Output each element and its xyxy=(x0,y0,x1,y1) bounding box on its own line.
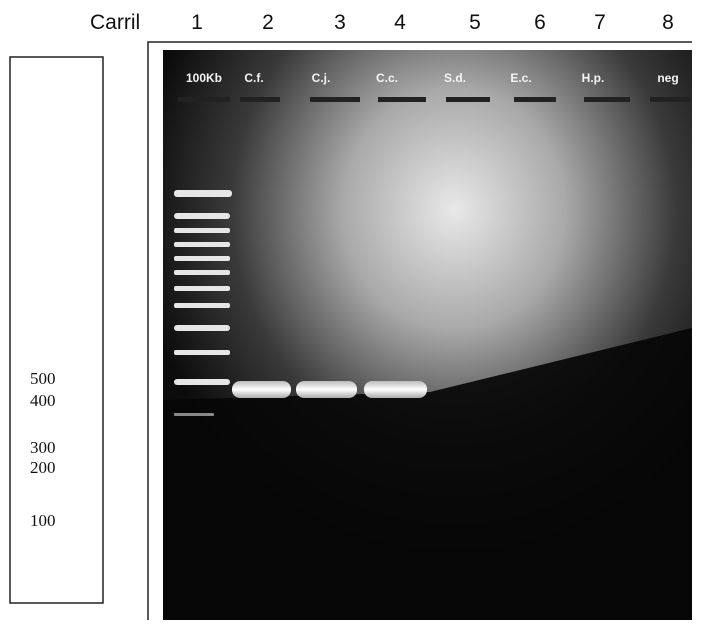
lane-number: 4 xyxy=(394,11,406,34)
wells xyxy=(178,97,690,102)
gel-lane-labels: 100Kb C.f. C.j. C.c. S.d. E.c. H.p. neg xyxy=(186,71,679,85)
gel-frame xyxy=(147,41,692,620)
lane-number: 6 xyxy=(534,11,546,34)
lane-number: 2 xyxy=(262,11,274,34)
marker-label: 500 xyxy=(30,369,56,388)
lane-number: 3 xyxy=(334,11,346,34)
lane-number: 5 xyxy=(469,11,481,34)
lane-label: H.p. xyxy=(582,71,605,85)
marker-label: 200 xyxy=(30,458,56,477)
lane-label: neg xyxy=(657,71,678,85)
marker-box xyxy=(9,56,104,604)
lane-label: 100Kb xyxy=(186,71,222,85)
gel-dark-region xyxy=(163,328,692,620)
lane-numbers: 1 2 3 4 5 6 7 8 xyxy=(191,11,674,34)
ladder-bands xyxy=(174,190,232,416)
lane-label: C.f. xyxy=(244,71,263,85)
lane-label: C.c. xyxy=(376,71,398,85)
marker-label: 300 xyxy=(30,438,56,457)
lane-label: E.c. xyxy=(510,71,531,85)
lane-label: S.d. xyxy=(444,71,466,85)
lane-number: 1 xyxy=(191,11,203,34)
marker-label: 400 xyxy=(30,391,56,410)
lane-header-title: Carril xyxy=(90,11,140,34)
lane-number: 7 xyxy=(594,11,606,34)
lane-number: 8 xyxy=(662,11,674,34)
product-bands xyxy=(232,381,427,398)
marker-label: 100 xyxy=(30,511,56,530)
lane-label: C.j. xyxy=(312,71,331,85)
